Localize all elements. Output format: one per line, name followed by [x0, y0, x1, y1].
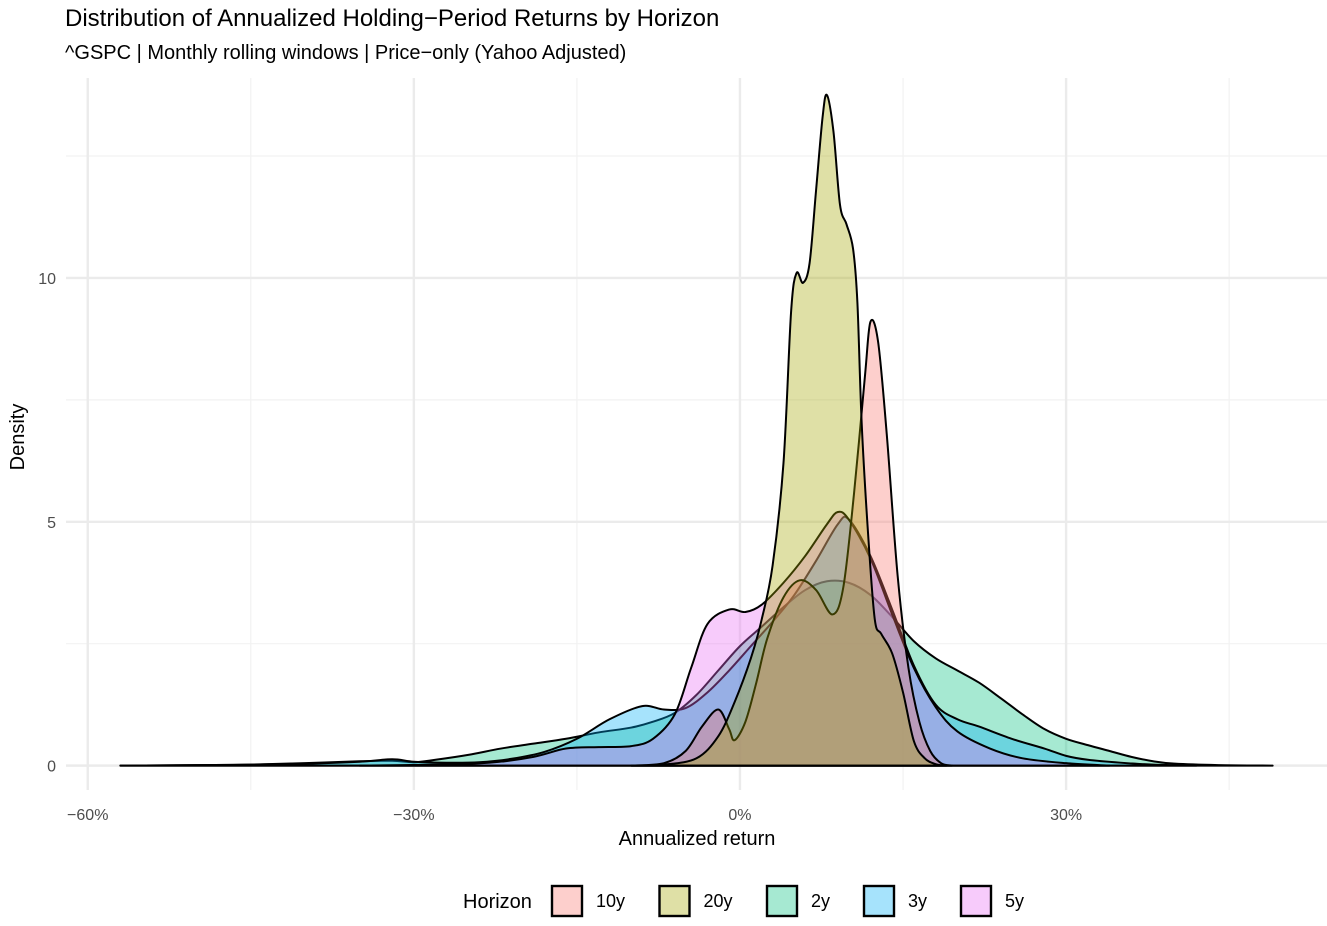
- legend-label-3y: 3y: [908, 891, 927, 911]
- legend-key-10y: [550, 884, 584, 918]
- density-area-10y: [630, 318, 953, 767]
- legend-label-10y: 10y: [596, 891, 625, 911]
- legend-label-20y: 20y: [704, 891, 733, 911]
- y-tick-label-1: 5: [47, 515, 56, 532]
- x-axis-title: Annualized return: [619, 828, 776, 850]
- legend-key-20y: [658, 884, 691, 918]
- density-areas: [119, 93, 1274, 767]
- legend-key-2y: [765, 884, 799, 918]
- density-area-20y: [630, 93, 948, 767]
- legend-item-20y: 20y: [658, 884, 733, 918]
- y-axis-title: Density: [7, 404, 29, 471]
- chart-subtitle: ^GSPC | Monthly rolling windows | Price−…: [65, 42, 626, 64]
- legend-item-3y: 3y: [862, 884, 927, 918]
- x-tick-label-3: 30%: [1050, 807, 1082, 824]
- legend-label-2y: 2y: [811, 891, 830, 911]
- x-axis-ticks: −60% −30% 0% 30%: [67, 807, 1082, 824]
- y-tick-label-0: 0: [47, 759, 56, 776]
- legend-item-10y: 10y: [550, 884, 625, 918]
- minor-gridlines: [66, 78, 1327, 790]
- legend-label-5y: 5y: [1005, 891, 1024, 911]
- density-area-2y: [119, 579, 1274, 767]
- legend-title: Horizon: [463, 891, 532, 913]
- legend-key-3y: [862, 884, 896, 918]
- legend-item-5y: 5y: [959, 884, 1024, 918]
- density-area-3y: [119, 515, 1198, 767]
- y-tick-label-2: 10: [38, 271, 56, 288]
- x-tick-label-0: −60%: [67, 807, 108, 824]
- legend: Horizon 10y 20y 2y 3y 5y: [463, 884, 1024, 918]
- legend-item-2y: 2y: [765, 884, 830, 918]
- density-area-5y: [358, 510, 1111, 767]
- legend-key-5y: [959, 884, 993, 918]
- chart-title: Distribution of Annualized Holding−Perio…: [65, 5, 719, 32]
- x-tick-label-2: 0%: [728, 807, 751, 824]
- x-tick-label-1: −30%: [393, 807, 434, 824]
- y-axis-ticks: 0 5 10: [38, 271, 56, 776]
